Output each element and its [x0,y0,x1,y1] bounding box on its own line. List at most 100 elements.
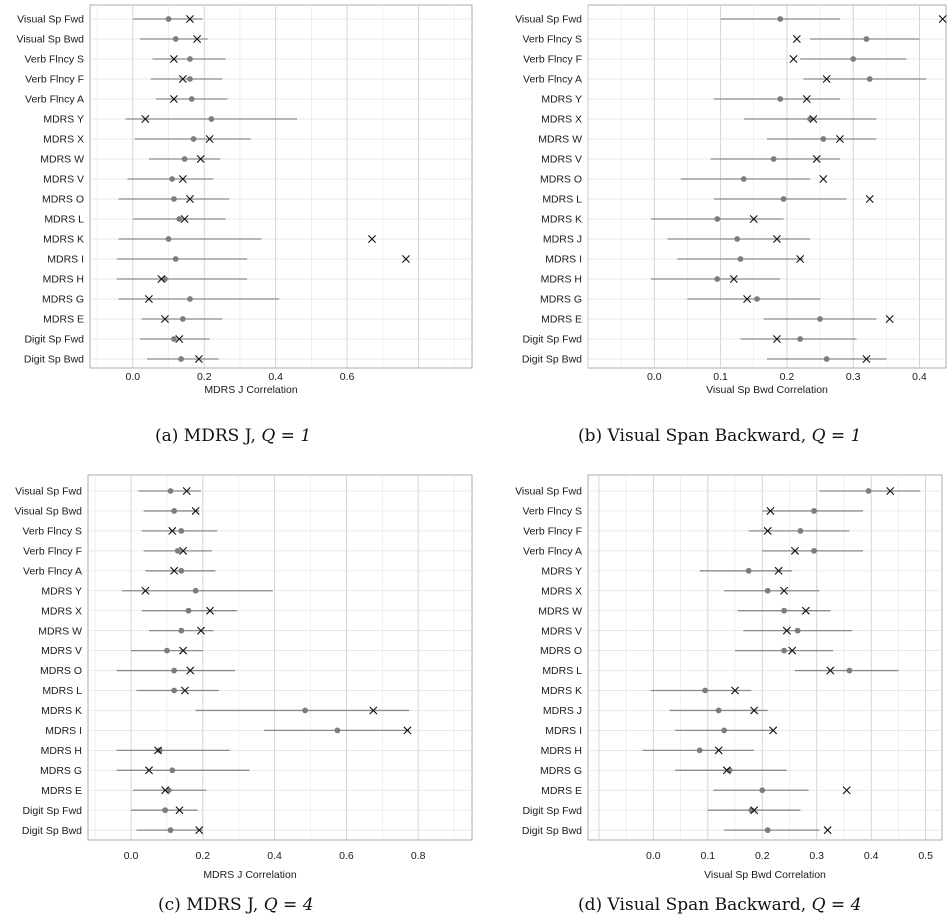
x-marker-stroke [161,786,170,795]
caption-a-q: Q = 1 [261,426,312,446]
x-marker [196,155,205,163]
caption-c-text: (c) MDRS J, [158,895,259,915]
point-marker [715,707,722,714]
x-marker-stroke [792,35,801,43]
x-marker-stroke [368,235,377,243]
point-marker [794,627,801,634]
caption-d-text: (d) Visual Span Backward, [578,895,807,915]
x-marker-stroke [193,35,202,43]
point-marker [863,36,870,42]
x-marker-stroke [185,15,194,23]
x-marker-stroke [197,626,206,635]
point-marker [302,707,309,714]
x-tick-label: 0.2 [755,850,770,862]
x-marker-stroke [766,506,775,515]
point-marker [178,528,185,534]
x-marker-stroke [194,355,203,363]
y-tick-label: MDRS Y [41,585,82,597]
x-marker-stroke [886,487,895,495]
x-marker [175,806,184,815]
y-tick-label: MDRS W [538,605,582,617]
x-marker [938,15,947,23]
y-tick-label: Digit Sp Fwd [24,334,84,346]
y-tick-label: Visual Sp Fwd [515,14,582,26]
x-marker [743,295,752,303]
y-tick-label: Verb Flncy F [25,74,84,86]
caption-b-text: (b) Visual Span Backward, [578,426,807,446]
point-marker [165,16,172,22]
y-tick-label: Digit Sp Bwd [24,354,84,366]
x-marker [206,606,215,615]
x-marker [812,155,821,163]
x-tick-label: 0.4 [267,850,282,862]
y-tick-label: MDRS I [545,254,582,266]
x-marker [144,295,153,303]
x-marker-stroke [750,806,759,815]
x-marker-stroke [862,355,871,363]
x-marker [403,726,412,735]
x-marker [141,115,150,123]
x-marker [772,335,781,343]
y-tick-label: MDRS H [43,274,84,286]
caption-a-text: (a) MDRS J, [155,426,256,446]
x-axis-title: Visual Sp Bwd Correlation [706,384,828,396]
point-marker [759,787,766,794]
y-tick-label: MDRS Y [541,94,582,106]
x-marker [368,235,377,243]
point-marker [179,316,186,322]
x-tick-label: 0.2 [197,371,212,383]
y-tick-label: Digit Sp Bwd [522,354,582,366]
x-marker-stroke [722,766,731,775]
x-marker-stroke [772,335,781,343]
x-tick-label: 0.1 [713,371,728,383]
x-marker [169,95,178,103]
point-marker [811,508,817,514]
x-marker-stroke [169,55,178,63]
y-tick-label: Visual Sp Fwd [15,486,82,498]
point-marker [334,727,341,734]
point-marker [721,727,728,734]
x-tick-label: 0.0 [126,371,141,383]
y-tick-label: MDRS L [44,214,84,226]
x-marker [750,706,759,715]
y-tick-label: MDRS G [540,294,582,306]
y-tick-label: MDRS G [42,294,84,306]
point-marker [171,667,178,674]
x-marker-stroke [141,586,150,595]
caption-b: (b) Visual Span Backward, Q = 1 [578,426,861,446]
x-marker [835,135,844,143]
panel-a-mdrs-j-q1: Visual Sp Fwd Visual Sp Bwd Verb Flncy S Ve… [16,4,473,396]
x-tick-label: 0.3 [809,850,824,862]
x-marker-stroke [179,546,188,555]
x-marker [801,606,810,615]
x-marker [788,646,797,655]
y-tick-label: MDRS L [42,685,82,697]
x-marker [170,566,179,575]
x-marker-stroke [769,726,778,735]
point-marker [208,116,215,122]
y-tick-label: MDRS E [541,314,582,326]
y-tick-label: MDRS Y [43,114,84,126]
point-marker [817,316,823,322]
x-marker-stroke [153,746,162,755]
y-tick-label: MDRS I [47,254,84,266]
point-marker [823,356,830,362]
x-marker [865,195,874,203]
y-tick-label: Verb Flncy A [25,94,84,106]
x-marker-stroke [180,215,189,223]
x-marker [714,746,723,755]
x-axis-title: Visual Sp Bwd Correlation [704,869,826,881]
point-marker [172,36,179,42]
x-marker-stroke [196,155,205,163]
x-marker [179,546,188,555]
y-tick-label: MDRS K [41,705,82,717]
point-marker [170,196,177,202]
x-tick-label: 0.0 [124,850,139,862]
x-marker [145,766,153,775]
x-marker-stroke [809,115,818,123]
point-marker [781,607,787,614]
x-marker [193,35,202,43]
point-marker [740,176,747,182]
point-marker [770,156,777,162]
